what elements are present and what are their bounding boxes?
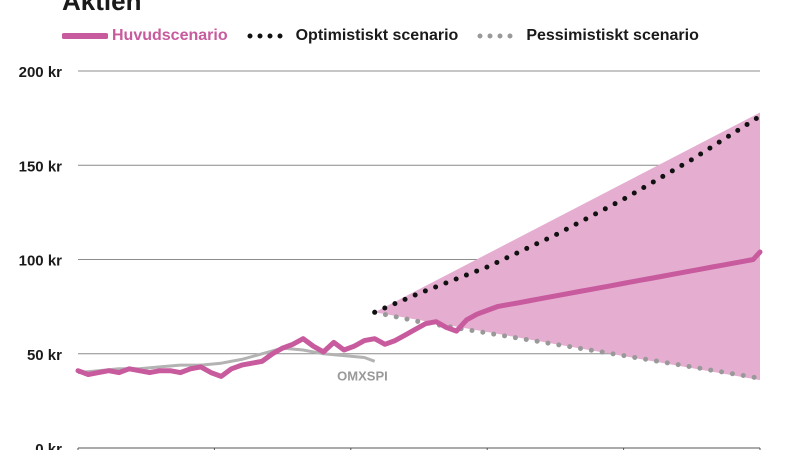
series-main <box>75 249 763 379</box>
y-tick-label: 100 kr <box>19 253 63 270</box>
chart-title: Aktien <box>62 0 142 16</box>
legend-label-optimistic: Optimistiskt scenario <box>295 27 459 44</box>
series-pessimistic <box>372 309 763 381</box>
legend-swatch-optimistic <box>247 33 292 39</box>
chart-legend: Huvudscenario Optimistiskt scenario Pess… <box>62 24 717 48</box>
legend-swatch-main <box>62 33 108 39</box>
legend-swatch-pessimistic <box>477 33 523 39</box>
legend-label-main: Huvudscenario <box>112 27 228 44</box>
legend-item-main: Huvudscenario <box>62 27 228 45</box>
y-tick-label: 50 kr <box>27 347 62 364</box>
y-tick-label: 200 kr <box>19 64 63 81</box>
legend-item-optimistic: Optimistiskt scenario <box>246 27 459 45</box>
y-tick-label: 0 kr <box>35 441 62 450</box>
scenario-band <box>374 112 760 381</box>
y-tick-label: 150 kr <box>19 158 63 175</box>
series-optimistic <box>372 113 763 315</box>
legend-item-pessimistic: Pessimistiskt scenario <box>476 27 699 45</box>
legend-label-pessimistic: Pessimistiskt scenario <box>526 27 699 44</box>
annotation-omxspi: OMXSPI <box>337 368 388 383</box>
